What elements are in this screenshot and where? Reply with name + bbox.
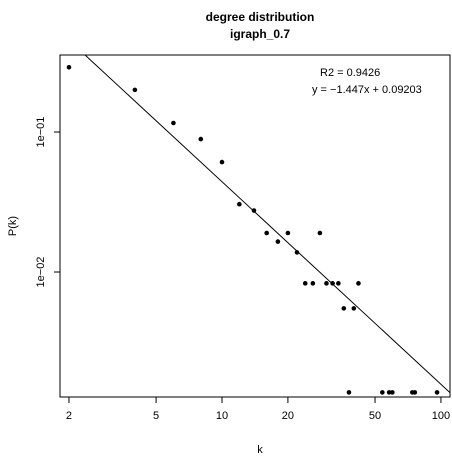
x-axis: 2 5 10 20 50 100 <box>66 397 450 422</box>
y-tick-label: 1e−02 <box>35 257 47 288</box>
data-point <box>310 281 316 286</box>
data-point <box>264 230 269 236</box>
x-tick-label: 10 <box>216 410 228 422</box>
x-tick-label: 50 <box>369 410 381 422</box>
plot-area <box>59 54 451 398</box>
y-tick-label: 1e−01 <box>35 117 47 148</box>
data-point <box>380 390 385 395</box>
data-point <box>285 230 291 236</box>
data-point <box>324 281 329 286</box>
y-axis: 1e−02 1e−01 <box>35 117 60 288</box>
data-point <box>66 64 72 70</box>
data-point <box>434 390 440 395</box>
data-point <box>294 250 300 255</box>
data-point <box>351 306 357 311</box>
x-tick-label: 20 <box>282 410 294 422</box>
x-axis-label: k <box>257 444 263 456</box>
data-point <box>336 281 341 286</box>
data-point <box>356 281 361 286</box>
data-point <box>237 201 242 207</box>
data-point <box>390 390 395 395</box>
data-point <box>341 306 347 311</box>
data-point <box>346 390 352 395</box>
data-point <box>171 120 176 126</box>
x-tick-label: 100 <box>432 410 450 422</box>
data-point <box>132 87 138 93</box>
data-point <box>198 136 204 142</box>
x-tick-label: 5 <box>153 410 159 422</box>
data-point <box>330 281 335 286</box>
chart-subtitle: igraph_0.7 <box>230 27 290 41</box>
r2-annotation: R2 = 0.9426 <box>320 67 380 79</box>
plot-frame <box>59 54 451 398</box>
points-layer <box>66 64 440 395</box>
data-point <box>219 159 225 165</box>
chart-title: degree distribution <box>206 10 315 24</box>
y-axis-label: P(k) <box>7 216 19 236</box>
data-point <box>275 239 281 244</box>
data-point <box>386 390 392 395</box>
x-tick-label: 2 <box>66 410 72 422</box>
data-point <box>412 390 418 395</box>
data-point <box>302 281 308 286</box>
data-point <box>317 230 323 236</box>
data-point <box>251 208 257 213</box>
fit-equation-annotation: y = −1.447x + 0.09203 <box>312 84 422 96</box>
